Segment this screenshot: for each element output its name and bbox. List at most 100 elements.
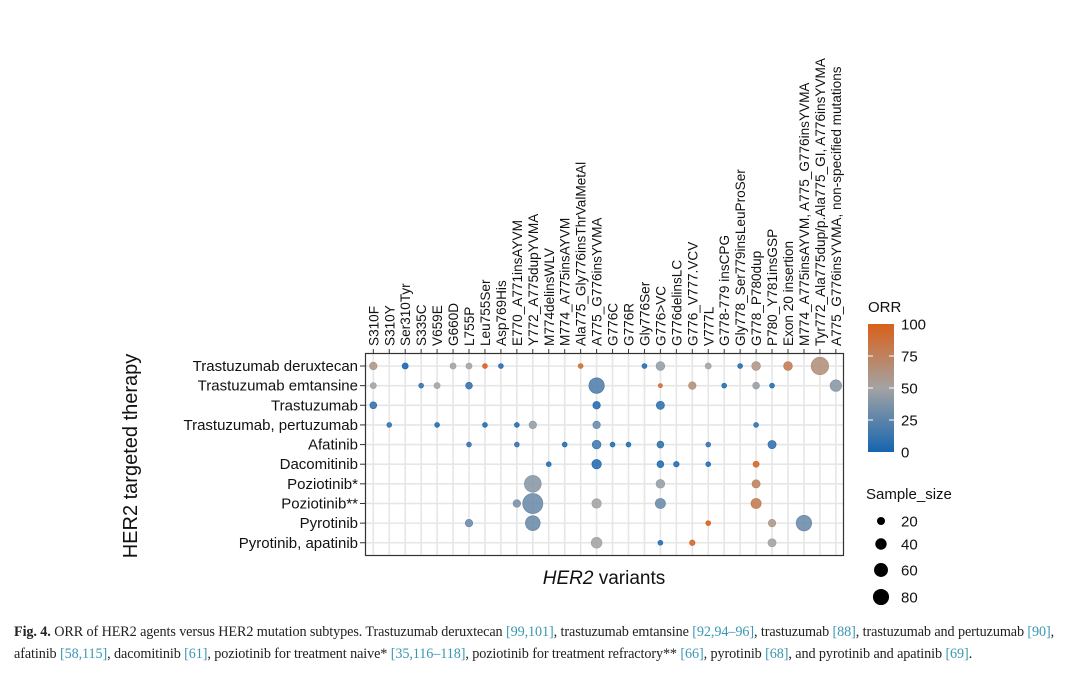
- x-tick-label: S310Y: [382, 305, 397, 346]
- bubble: [418, 382, 424, 389]
- bubble: [465, 362, 473, 370]
- y-tick-label: Pyrotinib, apatinib: [239, 535, 358, 552]
- bubble: [750, 498, 762, 509]
- figure-label: Fig. 4.: [14, 624, 51, 640]
- caption-text: , poziotinib for treatment refractory**: [465, 645, 681, 662]
- bubble: [641, 363, 648, 369]
- color-legend-label: 75: [901, 349, 918, 366]
- size-legend-dot: [875, 538, 887, 550]
- x-tick-labels: S310F S310Y Ser310Tyr S335C V659E G660D L755P L…: [366, 57, 844, 346]
- bubble: [592, 420, 601, 430]
- citation-link[interactable]: [88]: [832, 624, 856, 640]
- bubble: [592, 401, 601, 410]
- y-tick-labels: Trastuzumab deruxtecan Trastuzumab emtans…: [183, 358, 358, 552]
- bubble: [704, 362, 712, 370]
- citation-link[interactable]: [35,116–118]: [390, 645, 466, 662]
- y-tick-label: Afatinib: [308, 437, 358, 454]
- bubble: [465, 381, 473, 390]
- plot-grid: [360, 349, 843, 555]
- size-legend-dot: [874, 563, 888, 577]
- bubble: [514, 422, 520, 428]
- x-tick-label: V659E: [430, 305, 445, 346]
- x-tick-label: A775_G776insYVMA, non-specified mutation…: [829, 66, 844, 346]
- x-axis-title-rest: variants: [593, 568, 665, 589]
- citation-link[interactable]: [61]: [184, 645, 208, 662]
- caption-text: , trastuzumab emtansine: [553, 624, 693, 640]
- bubble: [654, 498, 666, 509]
- caption-text: ORR of HER2 agents versus HER2 mutation …: [50, 624, 506, 640]
- bubbles: [369, 356, 842, 549]
- bubble: [705, 520, 712, 526]
- citation-link[interactable]: [68]: [765, 645, 789, 662]
- caption-body: ORR of HER2 agents versus HER2 mutation …: [14, 624, 1054, 662]
- orr-bubble-chart: S310F S310Y Ser310Tyr S335C V659E G660D L755P L…: [120, 57, 952, 606]
- citation-link[interactable]: [69]: [945, 645, 969, 662]
- x-tick-label: M774delinsWLV: [542, 248, 557, 346]
- bubble: [609, 441, 616, 448]
- color-legend-label: 50: [901, 381, 918, 398]
- color-legend-ticks: 0 25 50 75 100: [868, 317, 926, 462]
- color-legend-label: 100: [901, 317, 926, 334]
- bubble: [705, 441, 712, 448]
- x-tick-label: G776C: [606, 303, 621, 346]
- bubble: [561, 441, 568, 448]
- figure-caption: Fig. 4. ORR of HER2 agents versus HER2 m…: [14, 622, 1074, 665]
- bubble: [545, 461, 552, 467]
- citation-link[interactable]: [99,101]: [505, 624, 554, 640]
- bubble: [434, 422, 440, 428]
- citation-link[interactable]: [58,115]: [59, 645, 108, 662]
- bubble: [769, 382, 775, 389]
- x-tick-label: Gly778_Ser779insLeuProSer: [733, 169, 748, 346]
- citation-link[interactable]: [66]: [680, 645, 704, 662]
- color-legend-title: ORR: [868, 299, 902, 316]
- x-tick-label: V777L: [701, 306, 716, 346]
- y-tick-label: Trastuzumab emtansine: [198, 378, 358, 395]
- bubble: [655, 400, 665, 410]
- caption-text: , trastuzumab: [753, 624, 833, 640]
- bubble: [673, 461, 680, 468]
- size-legend-dot: [872, 588, 890, 606]
- caption-text: , dacomitinib: [107, 645, 185, 662]
- x-tick-label: Gly776Ser: [637, 281, 652, 346]
- caption-text: , pyrotinib: [703, 645, 766, 662]
- bubble: [512, 499, 521, 508]
- citation-link[interactable]: [90]: [1027, 624, 1051, 640]
- bubble: [752, 460, 760, 468]
- bubble: [591, 459, 602, 470]
- bubble: [625, 441, 632, 448]
- x-tick-label: Asp769His: [494, 280, 509, 346]
- bubble: [721, 382, 727, 389]
- size-legend-label: 60: [901, 563, 918, 580]
- bubble: [795, 515, 813, 532]
- bubble: [482, 363, 488, 369]
- bubble: [737, 363, 743, 369]
- y-tick-label: Trastuzumab, pertuzumab: [183, 417, 358, 434]
- citation-link[interactable]: [92,94–96]: [692, 624, 754, 640]
- bubble: [369, 382, 377, 390]
- x-tick-label: G776_V777.VCV: [685, 242, 700, 346]
- caption-text: , trastuzumab and pertuzumab: [855, 624, 1028, 640]
- x-tick-label: A775_G776insYVMA: [590, 217, 605, 346]
- y-tick-label: Trastuzumab: [271, 397, 358, 414]
- bubble: [591, 498, 602, 509]
- bubble: [386, 422, 393, 428]
- x-tick-label: G660D: [446, 303, 461, 346]
- x-tick-label: Tyr772_Ala775dup/p.Ala775_GI, A776insYVM…: [813, 57, 828, 346]
- x-tick-label: M774_A775insAYVM, A775_G776insYVMA: [797, 82, 812, 346]
- y-axis-title: HER2 targeted therapy: [120, 354, 142, 559]
- bubble: [657, 383, 663, 389]
- y-tick-label: Poziotinib*: [287, 476, 358, 493]
- bubble: [369, 401, 378, 410]
- bubble: [588, 377, 605, 394]
- bubble: [767, 440, 777, 449]
- bubble: [767, 519, 777, 528]
- size-legend-dot: [876, 516, 886, 526]
- bubble: [783, 361, 793, 371]
- x-tick-label: G776delinsLC: [669, 260, 684, 346]
- bubble: [829, 379, 842, 392]
- bubble: [657, 539, 664, 546]
- bubble: [466, 441, 472, 448]
- x-tick-label: L755P: [462, 307, 477, 346]
- bubble: [401, 362, 409, 370]
- y-tick-label: Trastuzumab deruxtecan: [193, 358, 358, 375]
